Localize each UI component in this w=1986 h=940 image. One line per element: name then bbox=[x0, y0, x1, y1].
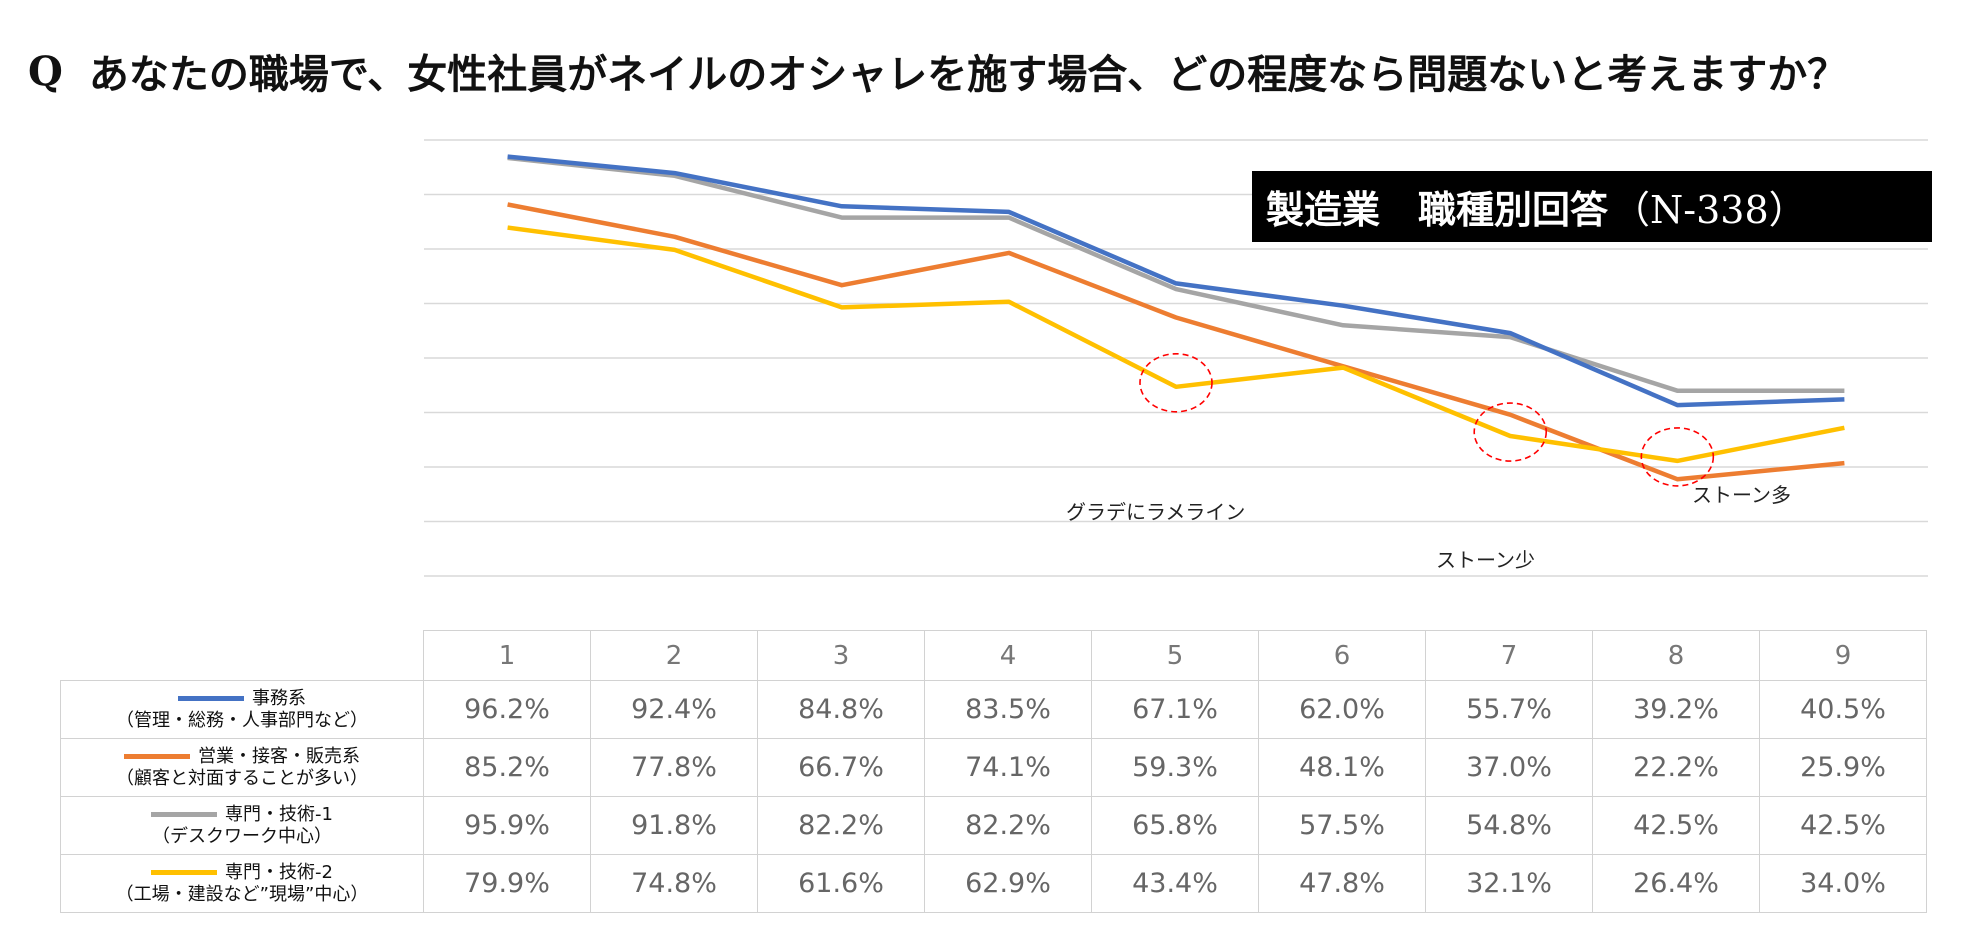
column-header: 9 bbox=[1759, 630, 1927, 681]
table-cell: 67.1% bbox=[1091, 680, 1259, 739]
badge-sample-size: （N-338） bbox=[1612, 188, 1807, 232]
highlight-circle bbox=[1640, 427, 1715, 487]
table-cell: 82.2% bbox=[924, 796, 1092, 855]
legend-swatch bbox=[151, 812, 218, 817]
series-label: 専門・技術-1 （デスクワーク中心） bbox=[60, 796, 424, 855]
annotation-gradient: グラデにラメライン bbox=[1066, 500, 1246, 524]
table-cell: 79.9% bbox=[423, 854, 591, 913]
table-cell: 43.4% bbox=[1091, 854, 1259, 913]
legend-swatch bbox=[124, 754, 190, 759]
table-cell: 57.5% bbox=[1258, 796, 1426, 855]
series-name: 専門・技術-2 bbox=[225, 861, 333, 883]
table-cell: 62.9% bbox=[924, 854, 1092, 913]
table-row: 営業・接客・販売系 （顧客と対面することが多い） 85.2% 77.8% 66.7% 74… bbox=[60, 738, 1927, 797]
series-subtitle: （顧客と対面することが多い） bbox=[116, 767, 368, 789]
series-label: 事務系 （管理・総務・人事部門など） bbox=[60, 680, 424, 739]
highlight-circle bbox=[1473, 402, 1548, 462]
table-cell: 42.5% bbox=[1759, 796, 1927, 855]
table-cell: 74.8% bbox=[590, 854, 758, 913]
table-cell: 54.8% bbox=[1425, 796, 1593, 855]
series-name: 専門・技術-1 bbox=[225, 803, 333, 825]
question-text: あなたの職場で、女性社員がネイルのオシャレを施す場合、どの程度なら問題ないと考え… bbox=[88, 52, 1848, 98]
column-header: 3 bbox=[757, 630, 925, 681]
table-cell: 82.2% bbox=[757, 796, 925, 855]
table-cell: 55.7% bbox=[1425, 680, 1593, 739]
series-name: 営業・接客・販売系 bbox=[198, 745, 360, 767]
series-label: 営業・接客・販売系 （顧客と対面することが多い） bbox=[60, 738, 424, 797]
table-cell: 91.8% bbox=[590, 796, 758, 855]
table-cell: 59.3% bbox=[1091, 738, 1259, 797]
column-header: 4 bbox=[924, 630, 1092, 681]
table-cell: 66.7% bbox=[757, 738, 925, 797]
table-cell: 74.1% bbox=[924, 738, 1092, 797]
table-cell: 92.4% bbox=[590, 680, 758, 739]
chart-badge: 製造業 職種別回答 （N-338） bbox=[1252, 171, 1932, 242]
series-line-4 bbox=[507, 225, 1845, 464]
series-subtitle: （管理・総務・人事部門など） bbox=[116, 709, 368, 731]
table-cell: 96.2% bbox=[423, 680, 591, 739]
annotation-stone-few: ストーン少 bbox=[1436, 548, 1535, 572]
table-cell: 47.8% bbox=[1258, 854, 1426, 913]
table-cell: 37.0% bbox=[1425, 738, 1593, 797]
column-header: 1 bbox=[423, 630, 591, 681]
table-cell: 39.2% bbox=[1592, 680, 1760, 739]
table-row: 専門・技術-2 （工場・建設など”現場”中心） 79.9% 74.8% 61.6% 62.… bbox=[60, 854, 1927, 913]
legend-swatch bbox=[151, 870, 218, 875]
table-cell: 26.4% bbox=[1592, 854, 1760, 913]
table-cell: 34.0% bbox=[1759, 854, 1927, 913]
column-header: 5 bbox=[1091, 630, 1259, 681]
column-header: 7 bbox=[1425, 630, 1593, 681]
table-cell: 84.8% bbox=[757, 680, 925, 739]
table-cell: 95.9% bbox=[423, 796, 591, 855]
table-cell: 48.1% bbox=[1258, 738, 1426, 797]
column-header: 6 bbox=[1258, 630, 1426, 681]
table-row: 事務系 （管理・総務・人事部門など） 96.2% 92.4% 84.8% 83.5% 67.… bbox=[60, 680, 1927, 739]
table-cell: 61.6% bbox=[757, 854, 925, 913]
table-corner bbox=[60, 630, 424, 681]
line-chart bbox=[424, 139, 1928, 577]
table-cell: 25.9% bbox=[1759, 738, 1927, 797]
table-cell: 83.5% bbox=[924, 680, 1092, 739]
column-header: 2 bbox=[590, 630, 758, 681]
series-subtitle: （デスクワーク中心） bbox=[152, 825, 332, 847]
legend-swatch bbox=[178, 696, 244, 701]
table-cell: 42.5% bbox=[1592, 796, 1760, 855]
table-row: 専門・技術-1 （デスクワーク中心） 95.9% 91.8% 82.2% 82.2% 65.… bbox=[60, 796, 1927, 855]
table-cell: 77.8% bbox=[590, 738, 758, 797]
badge-label: 製造業 職種別回答 bbox=[1266, 188, 1609, 232]
series-subtitle: （工場・建設など”現場”中心） bbox=[115, 883, 369, 905]
series-name: 事務系 bbox=[252, 687, 306, 709]
series-line-2 bbox=[507, 202, 1845, 482]
series-label: 専門・技術-2 （工場・建設など”現場”中心） bbox=[60, 854, 424, 913]
table-cell: 65.8% bbox=[1091, 796, 1259, 855]
table-cell: 85.2% bbox=[423, 738, 591, 797]
table-cell: 62.0% bbox=[1258, 680, 1426, 739]
table-cell: 40.5% bbox=[1759, 680, 1927, 739]
question-mark-label: Q bbox=[28, 47, 63, 95]
highlight-circle bbox=[1139, 352, 1213, 413]
page-title: Q あなたの職場で、女性社員がネイルのオシャレを施す場合、どの程度なら問題ないと… bbox=[28, 36, 1968, 106]
table-cell: 32.1% bbox=[1425, 854, 1593, 913]
table-cell: 22.2% bbox=[1592, 738, 1760, 797]
annotation-stone-many: ストーン多 bbox=[1692, 483, 1791, 507]
column-header: 8 bbox=[1592, 630, 1760, 681]
